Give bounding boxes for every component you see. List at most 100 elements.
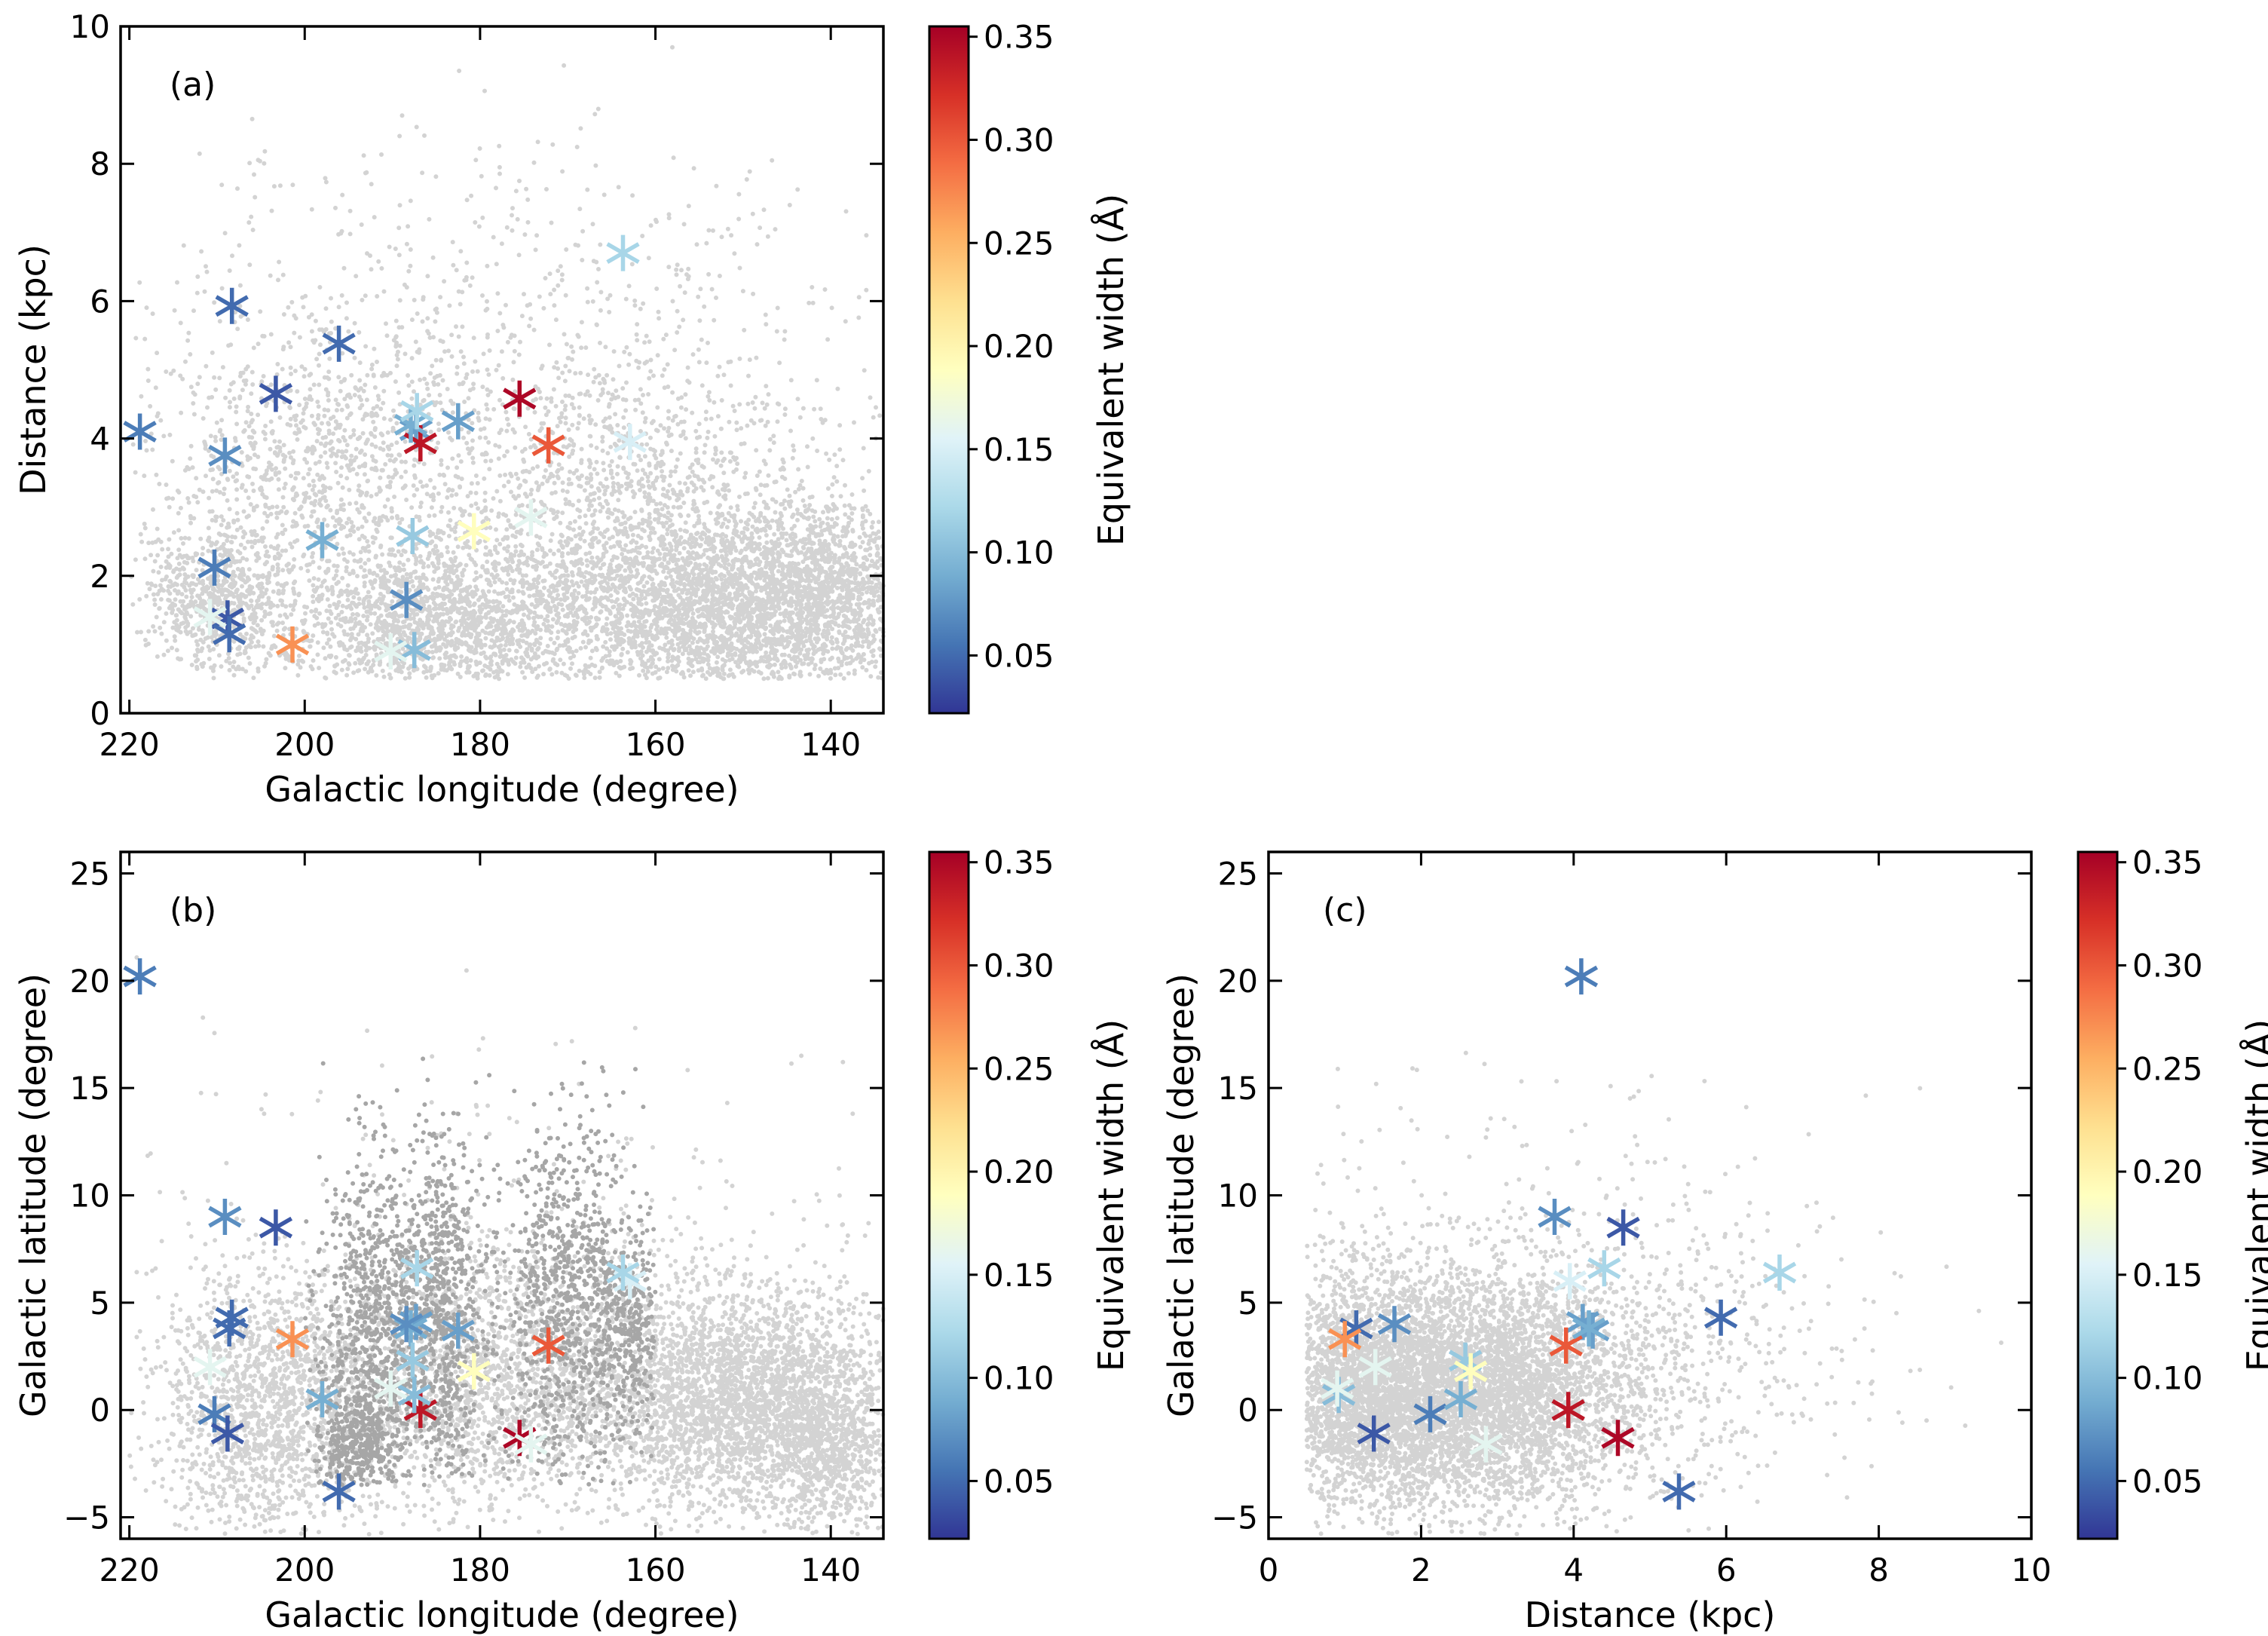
colorbar: 0.05 0.10 0.15 0.20 0.25 0.30 0.35 Equivalent w… — [928, 844, 1131, 1540]
colorbar-tick-label: 0.10 — [984, 535, 1054, 571]
x-axis: 0 2 4 6 8 10 — [1259, 852, 2052, 1589]
x-tick-label: 10 — [2011, 1552, 2051, 1589]
colorbar-tick-label: 0.25 — [2132, 1050, 2203, 1087]
panel-label: (c) — [1323, 891, 1367, 930]
y-tick-label: 0 — [90, 695, 110, 732]
colorbar-tick-label: 0.20 — [984, 328, 1054, 365]
x-tick-label: 6 — [1716, 1552, 1737, 1589]
star-marker-10 — [197, 549, 231, 586]
star-marker-11 — [215, 287, 249, 324]
colorbar-tick-label: 0.15 — [984, 431, 1054, 468]
colorbar-tick-label: 0.25 — [984, 1050, 1054, 1087]
star-marker-23 — [193, 599, 227, 636]
y-tick-label: 0 — [1238, 1392, 1258, 1429]
x-tick-label: 200 — [274, 1552, 335, 1589]
star-marker-5 — [322, 1473, 356, 1510]
colorbar: 0.05 0.10 0.15 0.20 0.25 0.30 0.35 Equivalent w… — [2077, 844, 2268, 1540]
star-marker-23 — [193, 1349, 227, 1386]
colorbar-gradient — [2077, 850, 2119, 1540]
star-marker-15 — [305, 522, 339, 559]
y-axis: −5 0 5 10 15 20 25 — [63, 855, 883, 1536]
background-star-points — [129, 44, 886, 682]
target-stars — [123, 234, 647, 669]
x-axis: 220 200 180 160 140 — [99, 852, 861, 1589]
star-marker-15 — [1443, 1381, 1478, 1417]
y-tick-label: 25 — [70, 855, 110, 892]
star-marker-21 — [1587, 1250, 1621, 1287]
y-tick-label: 2 — [90, 558, 110, 595]
colorbar-tick-label: 0.15 — [984, 1257, 1054, 1294]
x-tick-label: 160 — [625, 726, 685, 763]
star-marker-4 — [441, 403, 475, 440]
y-tick-label: 6 — [90, 283, 110, 320]
star-marker-8 — [531, 427, 565, 464]
star-marker-22 — [397, 1377, 431, 1414]
star-marker-1 — [1538, 1199, 1572, 1235]
star-marker-18 — [457, 513, 491, 550]
axes-frame — [119, 25, 885, 715]
panel-1: 220 200 180 160 140 −5 0 5 10 15 20 25 Galactic long… — [13, 844, 1131, 1635]
x-tick-label: 160 — [625, 1552, 685, 1589]
colorbar-gradient — [928, 850, 970, 1540]
star-marker-20 — [606, 234, 640, 271]
star-marker-16 — [390, 1306, 424, 1343]
y-tick-label: 20 — [1218, 963, 1258, 1000]
star-marker-10 — [1413, 1396, 1447, 1432]
colorbar-tick-label: 0.30 — [984, 121, 1054, 158]
background-stars — [1304, 1050, 2004, 1536]
star-marker-25 — [374, 633, 408, 669]
colorbar-tick-label: 0.35 — [984, 844, 1054, 881]
star-marker-18 — [1454, 1353, 1488, 1389]
star-marker-6 — [1601, 1420, 1635, 1457]
target-stars — [1320, 958, 1797, 1510]
x-axis-label: Distance (kpc) — [1525, 1595, 1776, 1635]
star-marker-20 — [1762, 1255, 1797, 1291]
star-marker-0 — [1564, 958, 1599, 995]
colorbar-label: Equivalent width (Å) — [1091, 1019, 1131, 1371]
y-tick-label: 5 — [1238, 1285, 1258, 1322]
star-marker-9 — [1572, 1310, 1606, 1346]
star-marker-19 — [1553, 1263, 1587, 1300]
y-tick-label: 25 — [1218, 855, 1258, 892]
star-marker-1 — [208, 1199, 242, 1235]
x-tick-label: 0 — [1259, 1552, 1279, 1589]
panel-0: 220 200 180 160 140 0 2 4 6 8 10 Galactic longitude… — [13, 8, 1131, 810]
star-marker-13 — [213, 1310, 246, 1346]
star-marker-20 — [606, 1255, 640, 1291]
panel-label: (b) — [170, 891, 216, 930]
background-stars — [127, 955, 886, 1536]
y-axis-label: Galactic latitude (degree) — [1161, 973, 1201, 1417]
colorbar-label: Equivalent width (Å) — [2239, 1019, 2268, 1371]
colorbar-tick-label: 0.35 — [984, 19, 1054, 56]
colorbar-tick-label: 0.10 — [2132, 1360, 2203, 1397]
y-tick-label: 0 — [90, 1392, 110, 1429]
star-marker-16 — [1377, 1306, 1412, 1343]
colorbar: 0.05 0.10 0.15 0.20 0.25 0.30 0.35 Equivalent w… — [928, 19, 1131, 715]
star-marker-21 — [400, 393, 434, 430]
star-marker-14 — [275, 626, 310, 663]
star-marker-8 — [1549, 1327, 1583, 1364]
y-tick-label: 10 — [70, 8, 110, 45]
star-marker-2 — [259, 375, 293, 412]
star-marker-8 — [531, 1327, 565, 1364]
x-tick-label: 140 — [800, 1552, 861, 1589]
star-marker-24 — [1469, 1426, 1503, 1463]
cloud-member-points — [303, 1056, 658, 1487]
star-marker-14 — [275, 1321, 310, 1358]
star-marker-23 — [1358, 1349, 1392, 1386]
colorbar-tick-label: 0.20 — [2132, 1153, 2203, 1190]
y-tick-label: −5 — [1211, 1500, 1258, 1536]
x-tick-label: 200 — [274, 726, 335, 763]
star-marker-0 — [123, 958, 157, 995]
y-tick-label: 4 — [90, 421, 110, 458]
colorbar-tick-label: 0.10 — [984, 1360, 1054, 1397]
y-tick-label: 15 — [1218, 1070, 1258, 1107]
star-marker-2 — [259, 1209, 293, 1246]
colorbar-tick-label: 0.05 — [2132, 1463, 2203, 1500]
colorbar-label: Equivalent width (Å) — [1091, 194, 1131, 546]
colorbar-gradient — [928, 25, 970, 715]
y-tick-label: 8 — [90, 146, 110, 182]
colorbar-tick-label: 0.05 — [984, 637, 1054, 674]
colorbar-tick-label: 0.30 — [2132, 947, 2203, 984]
